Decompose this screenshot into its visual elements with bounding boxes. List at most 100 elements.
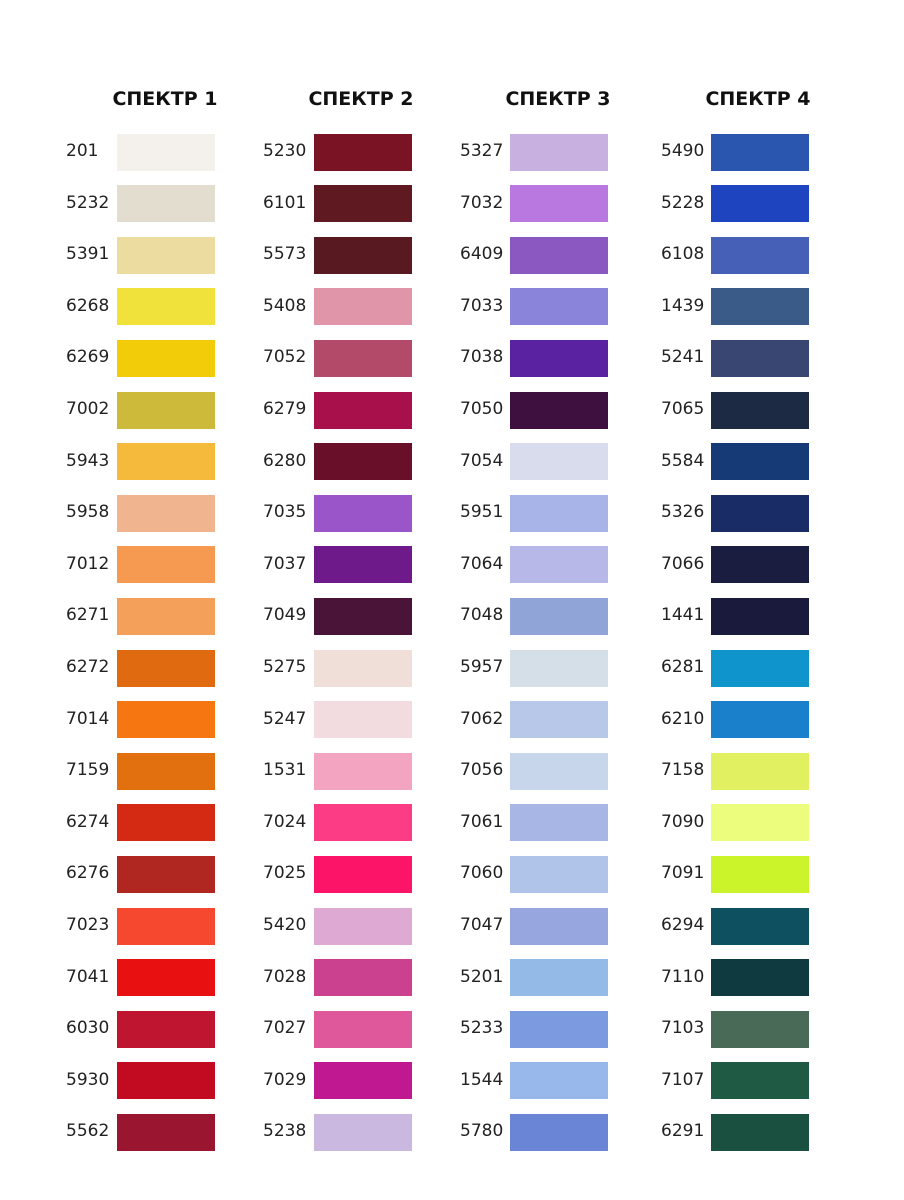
color-swatch: [117, 443, 215, 481]
color-code: 7159: [66, 760, 110, 781]
color-swatch: [314, 288, 412, 326]
color-swatch: [711, 959, 809, 997]
color-code: 6276: [66, 863, 110, 884]
color-swatch: [117, 1010, 215, 1048]
color-code: 6268: [66, 295, 110, 316]
color-code: 7090: [661, 811, 705, 832]
color-code: 5228: [661, 192, 705, 213]
color-swatch: [711, 701, 809, 739]
color-swatch: [314, 236, 412, 274]
color-code: 5420: [263, 915, 307, 935]
color-code: 5201: [460, 966, 504, 987]
color-code: 1531: [263, 760, 307, 781]
color-swatch: [314, 701, 412, 739]
color-swatch: [510, 443, 608, 481]
color-code: 7038: [460, 347, 504, 368]
color-swatch: [510, 185, 608, 223]
color-swatch: [117, 804, 215, 842]
color-swatch: [117, 1113, 215, 1151]
color-swatch: [510, 494, 608, 532]
color-swatch: [510, 907, 608, 945]
color-code: 5391: [66, 244, 110, 265]
color-code: 7050: [460, 399, 504, 419]
column-title: СПЕКТР 4: [705, 88, 811, 110]
color-code: 7029: [263, 1069, 307, 1090]
color-code: 5230: [263, 141, 307, 161]
column-title: СПЕКТР 1: [112, 88, 218, 110]
color-code: 7035: [263, 502, 307, 523]
color-code: 5238: [263, 1121, 307, 1142]
color-code: 7056: [460, 760, 504, 781]
color-swatch: [314, 391, 412, 429]
color-swatch: [711, 339, 809, 377]
color-code: 7062: [460, 708, 504, 729]
color-code: 6409: [460, 244, 504, 265]
color-code: 5327: [460, 141, 504, 161]
color-swatch: [314, 133, 412, 171]
color-swatch: [711, 185, 809, 223]
color-swatch: [711, 752, 809, 790]
color-code: 5490: [661, 141, 705, 161]
color-swatch: [711, 1010, 809, 1048]
color-swatch: [510, 133, 608, 171]
color-code: 6274: [66, 811, 110, 832]
color-code: 6294: [661, 915, 705, 935]
color-code: 6030: [66, 1018, 110, 1039]
color-code: 5408: [263, 295, 307, 316]
color-code: 7033: [460, 295, 504, 316]
color-swatch: [314, 752, 412, 790]
color-code: 7028: [263, 966, 307, 987]
color-code: 7032: [460, 192, 504, 213]
color-code: 5326: [661, 502, 705, 523]
color-code: 5241: [661, 347, 705, 368]
color-swatch: [117, 185, 215, 223]
color-code: 5573: [263, 244, 307, 265]
color-code: 1544: [460, 1069, 504, 1090]
color-swatch: [117, 959, 215, 997]
color-swatch: [711, 1113, 809, 1151]
color-swatch: [117, 546, 215, 584]
color-code: 7066: [661, 553, 705, 574]
color-code: 6272: [66, 657, 110, 677]
color-swatch: [117, 133, 215, 171]
color-swatch: [711, 855, 809, 893]
color-code: 7065: [661, 399, 705, 419]
color-swatch: [117, 288, 215, 326]
color-code: 5247: [263, 708, 307, 729]
color-swatch: [117, 494, 215, 532]
color-code: 7023: [66, 915, 110, 935]
color-code: 7054: [460, 450, 504, 471]
color-code: 5958: [66, 502, 110, 523]
color-swatch: [711, 288, 809, 326]
color-swatch: [314, 443, 412, 481]
color-code: 6269: [66, 347, 110, 368]
color-swatch: [314, 649, 412, 687]
color-swatch: [711, 804, 809, 842]
color-code: 7024: [263, 811, 307, 832]
color-swatch: [711, 443, 809, 481]
color-code: 5275: [263, 657, 307, 677]
color-swatch: [510, 391, 608, 429]
color-code: 7091: [661, 863, 705, 884]
color-code: 1441: [661, 605, 705, 626]
color-swatch: [117, 701, 215, 739]
color-swatch: [117, 236, 215, 274]
color-code: 6210: [661, 708, 705, 729]
color-swatch: [711, 649, 809, 687]
color-swatch: [510, 752, 608, 790]
color-code: 6108: [661, 244, 705, 265]
color-swatch: [711, 907, 809, 945]
color-code: 7107: [661, 1069, 705, 1090]
color-code: 6280: [263, 450, 307, 471]
color-code: 7047: [460, 915, 504, 935]
color-swatch: [510, 1010, 608, 1048]
color-code: 7048: [460, 605, 504, 626]
color-swatch: [510, 701, 608, 739]
color-swatch: [510, 959, 608, 997]
color-swatch: [711, 236, 809, 274]
color-code: 7158: [661, 760, 705, 781]
color-swatch: [314, 494, 412, 532]
color-swatch: [510, 649, 608, 687]
color-swatch: [314, 804, 412, 842]
